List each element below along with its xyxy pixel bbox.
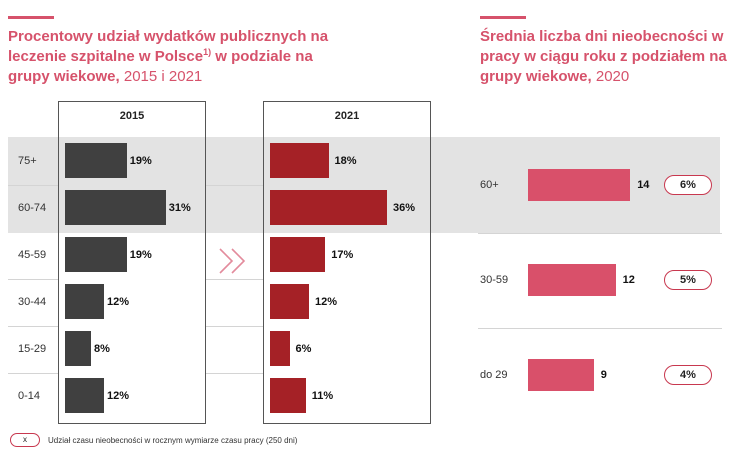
absence-bar-30-59 [528, 263, 616, 296]
absence-share-pill-60+: 6% [664, 174, 712, 195]
absence-share-pill-do 29: 4% [664, 364, 712, 385]
bar-2015-45-59 [65, 237, 127, 272]
bar-2015-60-74 [65, 190, 166, 225]
left-title-cont: w podziale na grupy wiekowe, [8, 48, 313, 85]
value-2021-30-44: 12% [315, 296, 338, 308]
left-title-main: Procentowy udział wydatków publicznych n… [8, 28, 329, 65]
bar-2021-0-14 [270, 378, 306, 413]
value-2015-15-29: 8% [94, 343, 110, 355]
row-separator [206, 373, 263, 374]
value-2021-60-74: 36% [393, 202, 416, 214]
row-separator [206, 326, 263, 327]
absence-bar-60+ [528, 168, 631, 201]
bar-2015-15-29 [65, 331, 91, 366]
double-chevron-right-icon [219, 248, 246, 274]
panel-2021-frame [263, 101, 431, 424]
absence-share-pill-30-59: 5% [664, 269, 712, 290]
bar-2021-75+ [270, 143, 329, 178]
year-header-2015: 2015 [119, 110, 145, 122]
footnote-marker-pill: x [10, 433, 40, 447]
bar-2015-30-44 [65, 284, 104, 319]
age-label-0-14: 0-14 [18, 390, 41, 402]
row-separator [8, 279, 58, 280]
right-title-accent-bar [480, 16, 526, 19]
value-2015-75+: 19% [129, 155, 152, 167]
age-label-75+: 75+ [18, 155, 37, 167]
bar-2021-45-59 [270, 237, 326, 272]
row-separator [206, 279, 263, 280]
age-label-15-29: 15-29 [18, 343, 47, 355]
bar-2021-30-44 [270, 284, 309, 319]
row-separator [206, 185, 263, 186]
left-title-years: 2015 i 2021 [119, 68, 203, 85]
value-2021-0-14: 11% [311, 390, 334, 402]
year-header-2021: 2021 [334, 110, 360, 122]
left-title-accent-bar [8, 16, 54, 19]
value-2015-0-14: 12% [107, 390, 130, 402]
right-title-main: Średnia liczba dni nieobecności w pracy … [480, 28, 727, 85]
footnote-marker: x [23, 435, 27, 444]
value-2021-75+: 18% [334, 155, 357, 167]
left-title-footnote-marker: 1) [203, 47, 212, 57]
row-separator [8, 185, 58, 186]
left-chart-title: Procentowy udział wydatków publicznych n… [8, 27, 353, 87]
row-separator [478, 328, 722, 329]
age-label-60+: 60+ [480, 178, 499, 191]
value-2021-45-59: 17% [331, 249, 354, 261]
row-separator [8, 326, 58, 327]
bar-2015-75+ [65, 143, 127, 178]
value-2021-15-29: 6% [295, 343, 312, 355]
age-label-60-74: 60-74 [18, 202, 47, 214]
age-label-30-59: 30-59 [480, 273, 509, 286]
value-2015-60-74: 31% [168, 202, 191, 214]
bar-2021-15-29 [270, 331, 290, 366]
bar-2015-0-14 [65, 378, 104, 413]
value-2015-45-59: 19% [129, 249, 152, 261]
value-2015-30-44: 12% [107, 296, 130, 308]
right-title-year: 2020 [591, 68, 630, 85]
age-label-45-59: 45-59 [18, 249, 47, 261]
panel-2015-frame [58, 101, 206, 424]
bar-2021-60-74 [270, 190, 387, 225]
age-label-30-44: 30-44 [18, 296, 47, 308]
absence-value-do 29: 9 [600, 368, 607, 381]
absence-value-30-59: 12 [622, 273, 635, 286]
row-separator [8, 373, 58, 374]
age-label-do 29: do 29 [480, 368, 508, 381]
absence-bar-do 29 [528, 358, 594, 391]
row-separator [478, 233, 722, 234]
absence-value-60+: 14 [637, 178, 650, 191]
right-chart-title: Średnia liczba dni nieobecności w pracy … [480, 27, 740, 87]
footnote-text: Udział czasu nieobecności w rocznym wymi… [48, 436, 298, 445]
